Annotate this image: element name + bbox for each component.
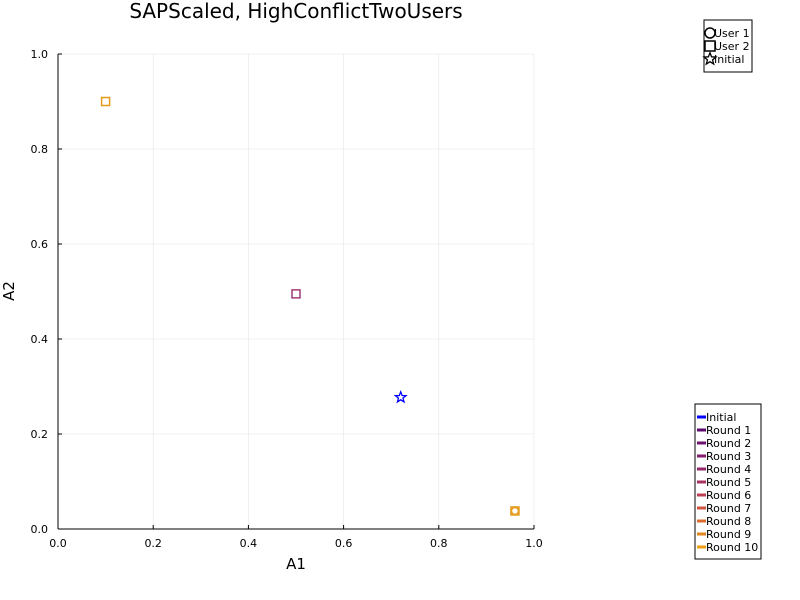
round-legend-label: Initial: [706, 411, 736, 424]
round-legend-label: Round 5: [706, 476, 751, 489]
y-tick-label: 0.2: [31, 428, 49, 441]
round-legend-label: Round 7: [706, 502, 751, 515]
round-legend-label: Round 4: [706, 463, 751, 476]
y-tick-label: 0.6: [31, 238, 49, 251]
round-legend-label: Round 9: [706, 528, 751, 541]
grid: [57, 53, 535, 530]
legend-circle-icon: [704, 27, 716, 39]
x-tick-label: 0.8: [430, 537, 448, 550]
round-legend-label: Round 3: [706, 450, 751, 463]
x-ticks: 0.0 0.2 0.4 0.6 0.8 1.0: [49, 525, 543, 550]
round-legend-label: Round 6: [706, 489, 751, 502]
round-legend-label: Round 10: [706, 541, 758, 554]
star-point: [393, 390, 408, 404]
data-points: [100, 96, 520, 516]
legend-star-icon: [702, 50, 718, 66]
x-tick-label: 0.4: [240, 537, 258, 550]
x-tick-label: 1.0: [525, 537, 543, 550]
y-axis-label: A2: [0, 281, 18, 301]
y-ticks: 0.0 0.2 0.4 0.6 0.8 1.0: [31, 48, 62, 536]
y-tick-label: 0.8: [31, 143, 49, 156]
y-tick-label: 1.0: [31, 48, 49, 61]
chart-title: SAPScaled, HighConflictTwoUsers: [129, 0, 462, 23]
circle-point: [510, 506, 520, 516]
marker-legend-label: User 2: [714, 40, 750, 53]
round-legend-label: Round 1: [706, 424, 751, 437]
axes: [57, 54, 534, 530]
round-legend-label: Round 2: [706, 437, 751, 450]
round-legend-label: Round 8: [706, 515, 751, 528]
marker-legend-label: Initial: [714, 53, 744, 66]
y-tick-label: 0.0: [31, 523, 49, 536]
x-tick-label: 0.2: [144, 537, 162, 550]
square-point: [291, 289, 301, 299]
x-tick-label: 0.0: [49, 537, 67, 550]
y-tick-label: 0.4: [31, 333, 49, 346]
x-axis-label: A1: [286, 555, 306, 573]
square-point: [100, 96, 111, 107]
marker-legend-label: User 1: [714, 27, 750, 40]
x-tick-label: 0.6: [335, 537, 353, 550]
